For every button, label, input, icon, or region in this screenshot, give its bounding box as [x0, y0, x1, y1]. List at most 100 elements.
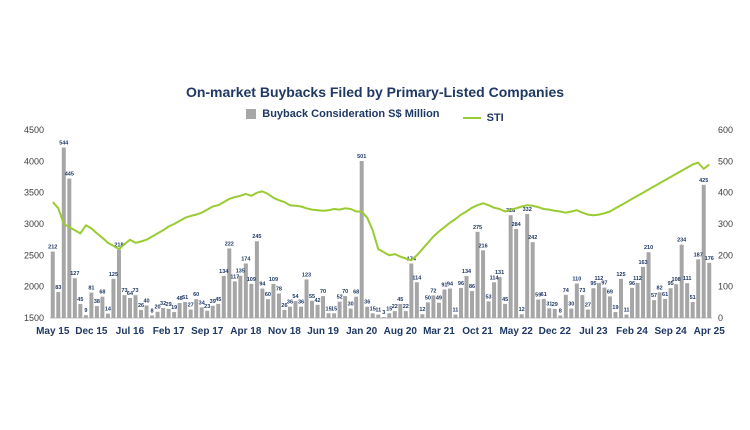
x-tick-label: Sep 17: [191, 326, 224, 337]
data-label: 275: [473, 225, 482, 231]
bar: [481, 250, 486, 318]
bar: [536, 299, 541, 318]
data-label: 163: [638, 260, 647, 266]
data-label: 125: [109, 272, 118, 278]
bar: [365, 306, 370, 318]
data-label: 15: [331, 306, 337, 312]
bar: [72, 278, 77, 318]
x-tick-label: Jul 23: [579, 326, 608, 337]
bar: [652, 300, 657, 318]
bar: [607, 296, 612, 318]
data-label: 27: [585, 303, 591, 309]
bar: [67, 178, 72, 318]
bar: [310, 300, 315, 318]
data-label: 53: [486, 294, 492, 300]
y-right-tick-label: 100: [718, 282, 733, 292]
bar: [205, 310, 210, 318]
data-label: 73: [579, 288, 585, 294]
bar: [282, 309, 287, 318]
bar: [447, 288, 452, 318]
bar: [161, 307, 166, 318]
data-label: 81: [88, 286, 94, 292]
bar: [398, 303, 403, 318]
x-tick-label: Aug 20: [384, 326, 418, 337]
data-label: 40: [143, 298, 149, 304]
data-label: 245: [252, 234, 261, 240]
data-label: 94: [259, 282, 266, 288]
data-label: 15: [326, 306, 332, 312]
x-tick-label: Mar 21: [423, 326, 455, 337]
data-label: 111: [683, 276, 692, 282]
y-left-tick-label: 3000: [24, 219, 44, 229]
data-label: 216: [478, 243, 487, 249]
bar: [243, 263, 248, 318]
data-label: 117: [230, 274, 239, 280]
x-tick-label: Feb 17: [153, 326, 185, 337]
bar: [392, 311, 397, 318]
data-label: 9: [84, 308, 87, 314]
data-label: 110: [572, 277, 581, 283]
bar: [139, 309, 144, 318]
data-label: 212: [48, 245, 57, 251]
data-label: 42: [314, 298, 320, 304]
bar: [414, 282, 419, 318]
data-label: 11: [453, 308, 459, 314]
bar: [260, 288, 265, 318]
data-label: 134: [462, 269, 472, 275]
legend-label-sti: STI: [486, 112, 504, 124]
bar: [354, 296, 359, 318]
data-label: 36: [287, 300, 293, 306]
y-left-tick-label: 4500: [24, 125, 44, 135]
data-label: 49: [436, 296, 442, 302]
data-label: 29: [166, 302, 172, 308]
data-label: 425: [699, 178, 708, 184]
data-label: 31: [546, 301, 552, 307]
data-label: 96: [629, 281, 635, 287]
bar: [321, 296, 326, 318]
bar: [453, 314, 458, 318]
data-label: 83: [55, 285, 61, 291]
data-label: 14: [105, 307, 112, 313]
bar: [271, 283, 276, 318]
bar: [116, 249, 121, 318]
bar: [111, 278, 116, 318]
bar: [470, 291, 475, 318]
data-label: 60: [193, 292, 199, 298]
data-label: 20: [155, 305, 161, 311]
bar: [265, 299, 270, 318]
data-label: 57: [651, 293, 657, 299]
data-label: 123: [302, 272, 311, 278]
data-label: 36: [364, 300, 370, 306]
bar: [436, 302, 441, 318]
data-label: 94: [447, 282, 454, 288]
data-label: 60: [265, 292, 271, 298]
data-label: 51: [182, 295, 188, 301]
data-label: 218: [114, 243, 123, 249]
data-label: 95: [590, 281, 596, 287]
legend-item-buyback: Buyback Consideration S$ Million: [246, 108, 440, 120]
data-label: 284: [512, 222, 522, 228]
data-label: 15: [370, 306, 376, 312]
bar: [403, 311, 408, 318]
bar: [128, 297, 132, 318]
bar: [630, 287, 634, 318]
data-label: 74: [563, 288, 570, 294]
data-label: 95: [668, 281, 674, 287]
data-label: 109: [269, 277, 278, 283]
bar: [486, 301, 491, 318]
data-label: 86: [469, 284, 475, 290]
data-label: 176: [705, 256, 714, 262]
data-label: 61: [662, 292, 668, 298]
bar: [56, 291, 61, 318]
bar: [387, 313, 392, 318]
bar: [337, 301, 342, 318]
bar: [574, 283, 579, 318]
bar: [133, 295, 138, 318]
bar: [83, 315, 88, 318]
bar: [641, 266, 646, 318]
bar: [166, 308, 171, 318]
data-label: 64: [127, 291, 134, 297]
bar: [304, 279, 309, 318]
bar: [475, 231, 480, 318]
bar: [221, 276, 226, 318]
